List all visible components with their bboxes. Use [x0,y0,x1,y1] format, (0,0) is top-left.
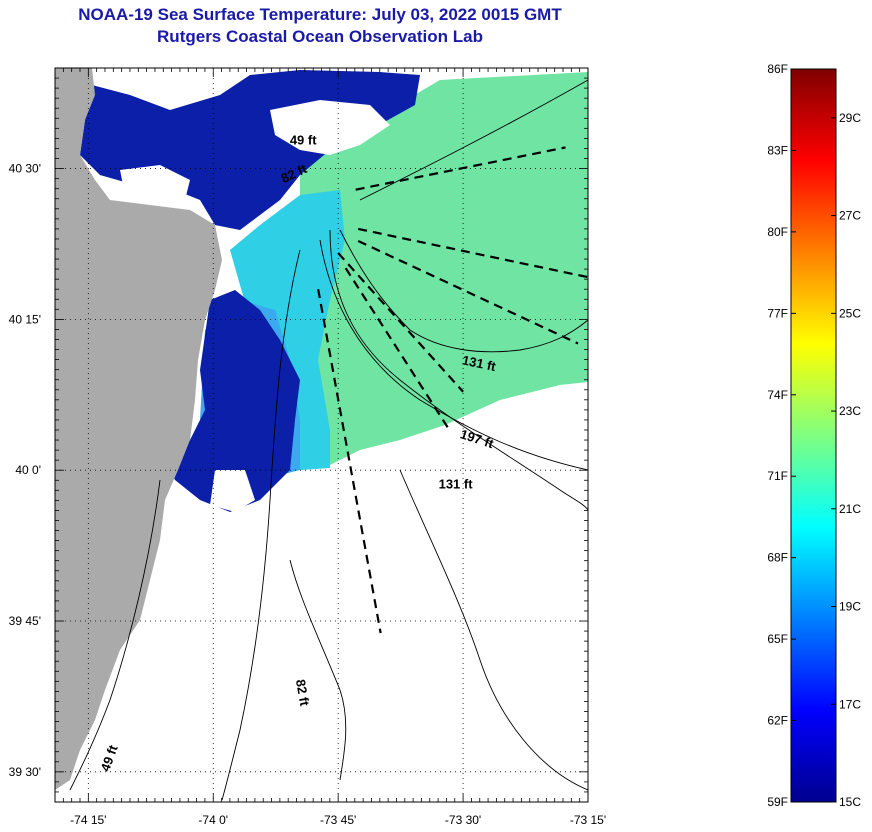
colorbar-fahrenheit-label: 83F [767,143,788,157]
colorbar-fahrenheit-label: 71F [767,469,788,483]
contour-line-canyon [339,229,588,353]
colorbar [790,68,837,803]
colorbar-celsius-label: 21C [839,502,861,516]
sst-mid-region [230,190,345,470]
title-line-2: Rutgers Coastal Ocean Observation Lab [157,27,483,46]
colorbar-fahrenheit-label: 65F [767,632,788,646]
cloud-gap [270,100,390,155]
contour-line-ridge [289,559,347,781]
colorbar-fahrenheit-label: 62F [767,714,788,728]
colorbar-celsius-label: 19C [839,600,861,614]
contour-line-82 [221,249,301,801]
colorbar-fahrenheit-label: 74F [767,388,788,402]
transect-line [344,267,450,429]
axis-ticks [54,67,589,803]
map-title: NOAA-19 Sea Surface Temperature: July 03… [0,4,640,48]
title-line-1: NOAA-19 Sea Surface Temperature: July 03… [78,5,562,24]
contour-line-197 [319,239,588,471]
colorbar-fahrenheit-label: 86F [767,62,788,76]
transect-line [317,289,382,634]
axis-labels: 40 30' 40 15' 40 0' 39 45' 39 30' -74 15' -74 … [9,162,606,827]
colorbar-fahrenheit-label: 59F [767,795,788,809]
colorbar-celsius-label: 29C [839,111,861,125]
contour-line-outer [359,79,588,201]
sst-cold-region-south [165,290,300,512]
longitude-tick-label: -73 30' [445,813,481,827]
longitude-tick-label: -73 45' [320,813,356,827]
colorbar-celsius-label: 27C [839,209,861,223]
cloud-gap-2 [120,165,190,205]
colorbar-celsius-label: 23C [839,404,861,418]
latitude-tick-label: 39 45' [9,614,41,628]
cloud-gap-3 [210,470,255,512]
contour-line-shallow [69,479,161,791]
transect-line [357,239,579,345]
latitude-tick-label: 40 15' [9,312,41,326]
latitude-tick-label: 40 30' [9,162,41,176]
colorbar-labels: 86F 83F 80F 77F 74F 71F 68F 65F 62F 59F 29C 27C 25C 2… [767,62,861,809]
contour-depth-label: 82 ft [293,678,313,708]
transect-line [337,252,464,393]
colorbar-celsius-label: 25C [839,306,861,320]
latitude-tick-label: 40 0' [15,463,41,477]
colorbar-celsius-label: 15C [839,795,861,809]
contour-depth-label: 131 ft [439,476,474,491]
contour-line-131 [329,229,588,511]
longitude-tick-label: -73 15' [570,813,606,827]
longitude-tick-label: -74 0' [198,813,228,827]
sst-warm-region [300,72,588,465]
colorbar-fahrenheit-label: 77F [767,306,788,320]
colorbar-celsius-label: 17C [839,697,861,711]
colorbar-fahrenheit-label: 68F [767,551,788,565]
colorbar-fahrenheit-label: 80F [767,225,788,239]
bathymetry-contours [69,79,588,801]
contour-depth-label: 131 ft [461,352,498,374]
transect-line [357,227,588,279]
contour-line-south [399,469,588,791]
contour-depth-label: 49 ft [290,132,317,147]
land-new-jersey [55,68,222,790]
latitude-tick-label: 39 30' [9,765,41,779]
longitude-tick-label: -74 15' [70,813,106,827]
